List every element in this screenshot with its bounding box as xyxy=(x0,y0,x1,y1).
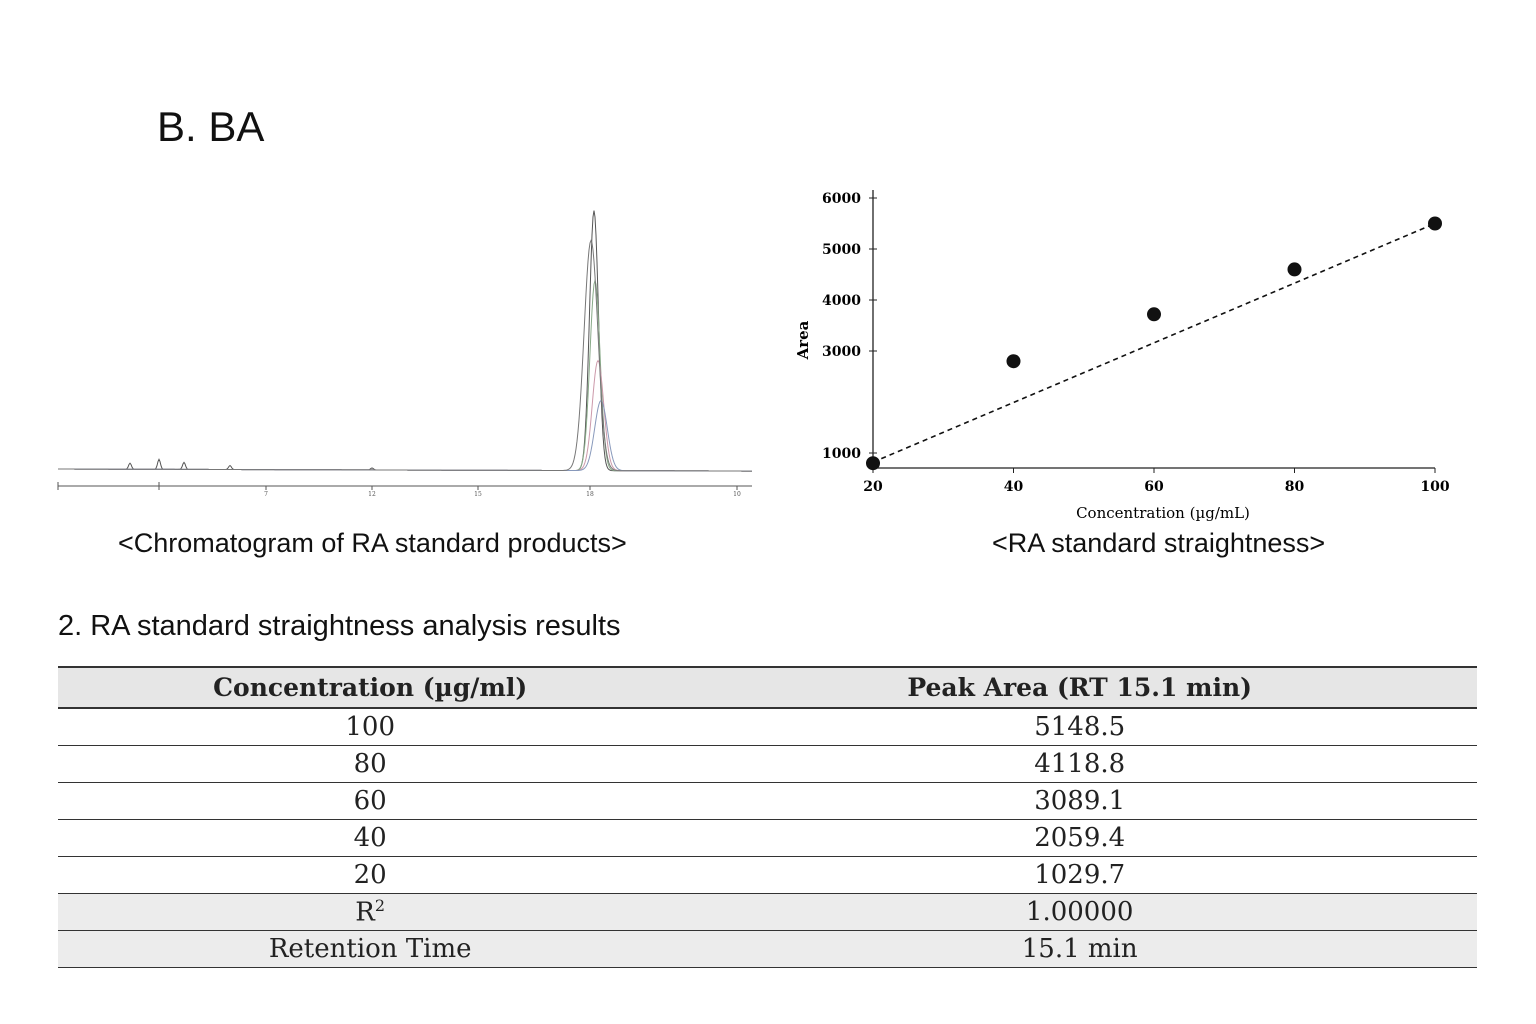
section-title: B. BA xyxy=(157,103,265,150)
y-tick-label: 1000 xyxy=(822,446,861,462)
chromatogram-caption: <Chromatogram of RA standard products> xyxy=(118,528,627,558)
linearity-caption: <RA standard straightness> xyxy=(992,528,1326,558)
table-row: 60 3089.1 xyxy=(58,782,1477,820)
r2-label: R2 xyxy=(58,893,683,931)
y-tick-label: 6000 xyxy=(822,191,861,207)
cell-concentration: 20 xyxy=(58,856,683,894)
trendline xyxy=(872,222,1436,463)
retention-row: Retention Time 15.1 min xyxy=(58,930,1477,968)
table-header-row: Concentration (µg/ml) Peak Area (RT 15.1… xyxy=(58,666,1477,709)
cell-peak-area: 4118.8 xyxy=(682,745,1477,783)
data-point xyxy=(1147,307,1161,322)
y-tick-label: 4000 xyxy=(822,293,861,309)
cell-peak-area: 3089.1 xyxy=(682,782,1477,820)
table-row: 80 4118.8 xyxy=(58,745,1477,783)
table-row: 20 1029.7 xyxy=(58,856,1477,894)
x-tick-label: 60 xyxy=(1144,479,1164,495)
retention-value: 15.1 min xyxy=(682,930,1477,968)
chromatogram-tick-label: 12 xyxy=(368,491,376,498)
header-concentration: Concentration (µg/ml) xyxy=(58,666,683,709)
cell-concentration: 60 xyxy=(58,782,683,820)
data-point xyxy=(1287,262,1302,277)
data-point xyxy=(1006,354,1021,369)
chromatogram-ticks: 7 12 15 18 10 xyxy=(57,482,741,498)
chromatogram-tick-label: 10 xyxy=(733,491,741,498)
data-point xyxy=(1428,216,1442,231)
chromatogram-trace xyxy=(58,239,752,472)
retention-label: Retention Time xyxy=(58,930,683,968)
y-tick-label: 5000 xyxy=(822,242,861,258)
header-peak-area: Peak Area (RT 15.1 min) xyxy=(682,666,1477,709)
cell-peak-area: 2059.4 xyxy=(682,819,1477,857)
cell-concentration: 80 xyxy=(58,745,683,783)
chromatogram-tick-label: 18 xyxy=(586,491,594,498)
x-axis-label: Concentration (µg/mL) xyxy=(1076,504,1250,522)
x-tick-label: 100 xyxy=(1420,479,1449,495)
y-tick-label: 3000 xyxy=(822,344,861,360)
chromatogram-tick-label: 7 xyxy=(264,491,268,498)
results-table: Concentration (µg/ml) Peak Area (RT 15.1… xyxy=(58,666,1477,968)
chromatogram-tick-label: 15 xyxy=(474,491,482,498)
x-tick-label: 20 xyxy=(863,479,883,495)
chromatogram: 7 12 15 18 10 xyxy=(57,210,752,498)
data-point xyxy=(866,456,880,471)
results-title: 2. RA standard straightness analysis res… xyxy=(58,610,621,642)
chromatogram-traces xyxy=(58,210,752,472)
cell-concentration: 40 xyxy=(58,819,683,857)
table-row: 40 2059.4 xyxy=(58,819,1477,857)
r2-value: 1.00000 xyxy=(682,893,1477,931)
cell-peak-area: 1029.7 xyxy=(682,856,1477,894)
y-axis-label: Area xyxy=(794,320,812,360)
cell-peak-area: 5148.5 xyxy=(682,708,1477,746)
x-tick-label: 80 xyxy=(1285,479,1305,495)
linearity-chart: 20 40 60 80 100 1000 3000 4000 5000 6000 Concentr… xyxy=(794,190,1450,522)
r2-row: R2 1.00000 xyxy=(58,893,1477,931)
cell-concentration: 100 xyxy=(58,708,683,746)
table-row: 100 5148.5 xyxy=(58,708,1477,746)
x-tick-label: 40 xyxy=(1004,479,1024,495)
